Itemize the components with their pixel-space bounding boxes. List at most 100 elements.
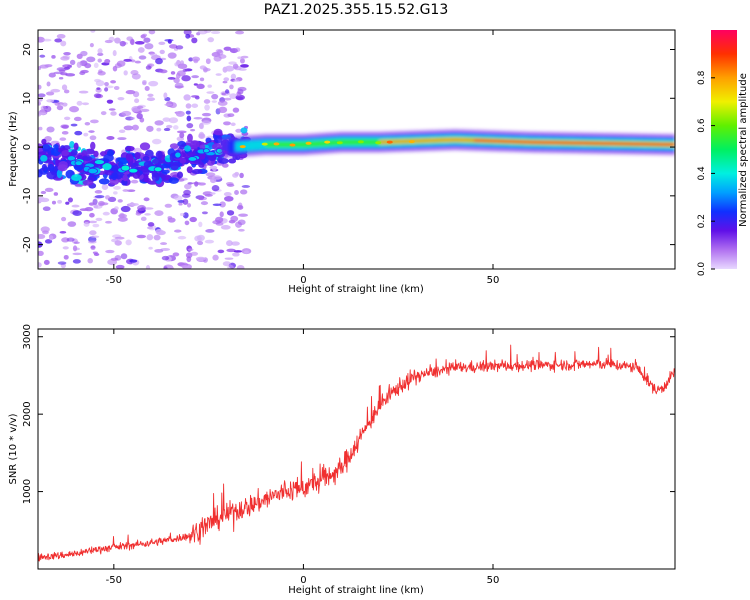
spectrogram-noise-blob: [65, 201, 70, 205]
spectrogram-signal-blob: [179, 157, 187, 164]
spectrogram-noise-blob: [110, 80, 116, 84]
chart-title: PAZ1.2025.355.15.52.G13: [264, 2, 449, 18]
spectrogram-noise-blob: [89, 212, 95, 218]
spectrogram-noise-blob: [229, 93, 238, 99]
spectrogram-noise-blob: [197, 182, 206, 186]
spectrogram-noise-blob: [105, 249, 115, 254]
spectrogram-noise-blob: [232, 173, 239, 178]
spectrogram-noise-blob: [93, 252, 100, 256]
spectrogram-signal-blob: [71, 174, 82, 182]
spectrogram-signal-blob: [93, 150, 99, 158]
spectrogram-noise-blob: [174, 229, 182, 233]
spectrogram-noise-blob: [174, 82, 184, 89]
spectrogram-noise-blob: [154, 210, 164, 217]
spectrogram-noise-blob: [169, 44, 178, 49]
spectrogram-signal-blob: [213, 128, 223, 136]
spectrogram-noise-blob: [167, 39, 172, 44]
spectrogram-signal-core: [87, 167, 99, 175]
spectrogram-noise-blob: [43, 259, 50, 265]
snr-y-ticks: 1000 2000 3000: [22, 324, 675, 504]
spectrogram-noise-blob: [227, 113, 235, 118]
spectrogram-noise-blob: [113, 206, 119, 211]
spectrogram-noise-blob: [148, 30, 156, 35]
spectrogram-signal-blob: [111, 172, 118, 181]
x-tick-label: 0: [300, 275, 306, 286]
spectrogram-noise-blob: [38, 126, 43, 131]
spectrogram-noise-blob: [89, 43, 94, 48]
spectrogram-noise-blob: [146, 234, 154, 241]
spectrogram-noise-blob: [205, 172, 216, 177]
spectrogram-noise-blob: [226, 248, 236, 253]
y-tick-label: 2000: [22, 401, 33, 426]
spectrogram-noise-blob: [215, 73, 222, 76]
spectrogram-noise-blob: [61, 216, 67, 222]
spectrogram-noise-blob: [201, 112, 212, 117]
spectrogram-noise-blob: [38, 93, 46, 98]
spectrogram-noise-blob: [151, 138, 162, 145]
spectrogram-noise-blob: [198, 131, 205, 139]
spectrogram-noise-blob: [76, 53, 83, 59]
spectrogram-signal-blob: [152, 158, 163, 165]
spectrogram-noise-blob: [111, 238, 119, 243]
spectrogram-noise-blob: [230, 122, 236, 127]
x-tick-label: 50: [487, 575, 500, 586]
spectrogram-noise-blob: [232, 107, 240, 113]
spectrogram-noise-blob: [236, 96, 244, 100]
spectrogram-noise-blob: [237, 56, 242, 60]
spectrogram-noise-blob: [232, 252, 240, 257]
spectrogram-noise-blob: [238, 68, 247, 71]
spectrogram-noise-blob: [38, 98, 43, 102]
spectrogram-noise-blob: [129, 202, 139, 206]
spectrogram-noise-blob: [38, 111, 42, 117]
carrier-tone-band: [474, 139, 675, 146]
spectrogram-noise-blob: [92, 223, 100, 228]
spectrogram-noise-blob: [138, 55, 147, 60]
spectrogram-noise-blob: [73, 241, 80, 244]
spectrogram-noise-blob: [134, 60, 142, 64]
spectrogram-noise-blob: [144, 213, 151, 216]
spectrogram-noise-blob: [172, 125, 179, 130]
spectrogram-noise-blob: [227, 265, 234, 269]
spectrogram-noise-blob: [98, 69, 103, 74]
spectrogram-noise-blob: [38, 196, 45, 203]
spectrogram-noise-blob: [139, 108, 150, 112]
spectrogram-noise-blob: [243, 250, 249, 254]
spectrogram-noise-blob: [186, 256, 192, 263]
carrier-tone-dot: [357, 140, 364, 144]
colorbar-tick-label: 0.6: [697, 118, 707, 133]
spectrogram-signal-blob: [82, 179, 94, 186]
spectrogram-signal-blob: [40, 154, 48, 162]
spectrogram-noise-blob: [38, 101, 41, 106]
spectrogram-noise-blob: [93, 62, 99, 69]
colorbar-tick-label: 0.8: [697, 70, 707, 85]
spectrogram-noise-blob: [219, 201, 226, 208]
spectrogram-noise-blob: [201, 211, 208, 215]
spectrogram-noise-blob: [102, 211, 110, 216]
carrier-tone-dot: [324, 140, 331, 144]
spectrogram-signal-blob: [56, 169, 63, 179]
spectrogram-noise-blob: [196, 234, 205, 241]
spectrogram-noise-blob: [59, 231, 67, 234]
spectrogram-signal-blob: [102, 163, 112, 171]
spectrogram-noise-blob: [199, 65, 207, 70]
spectrogram-noise-blob: [143, 207, 154, 210]
spectrogram-noise-blob: [129, 259, 138, 263]
spectrogram-noise-blob: [46, 126, 55, 133]
spectrogram-noise-blob: [117, 216, 128, 222]
spectrogram-noise-blob: [229, 84, 234, 90]
spectrogram-noise-blob: [224, 89, 230, 94]
spectrogram-signal-core: [174, 151, 182, 159]
spectrogram-noise-blob: [63, 89, 70, 94]
spectrogram-signal-blob: [41, 163, 47, 171]
spectrogram-signal-blob: [139, 142, 151, 151]
spectrogram-noise-blob: [183, 30, 192, 36]
spectrogram-noise-blob: [204, 30, 212, 34]
y-tick-label: 10: [22, 92, 33, 105]
spectrogram-signal-blob: [187, 133, 193, 143]
spectrogram-noise-blob: [217, 100, 228, 106]
spectrogram-noise-blob: [191, 56, 201, 62]
spectrogram-noise-blob: [233, 250, 243, 253]
spectrogram-noise-blob: [87, 240, 97, 244]
spectrogram-signal-blob: [191, 169, 203, 175]
